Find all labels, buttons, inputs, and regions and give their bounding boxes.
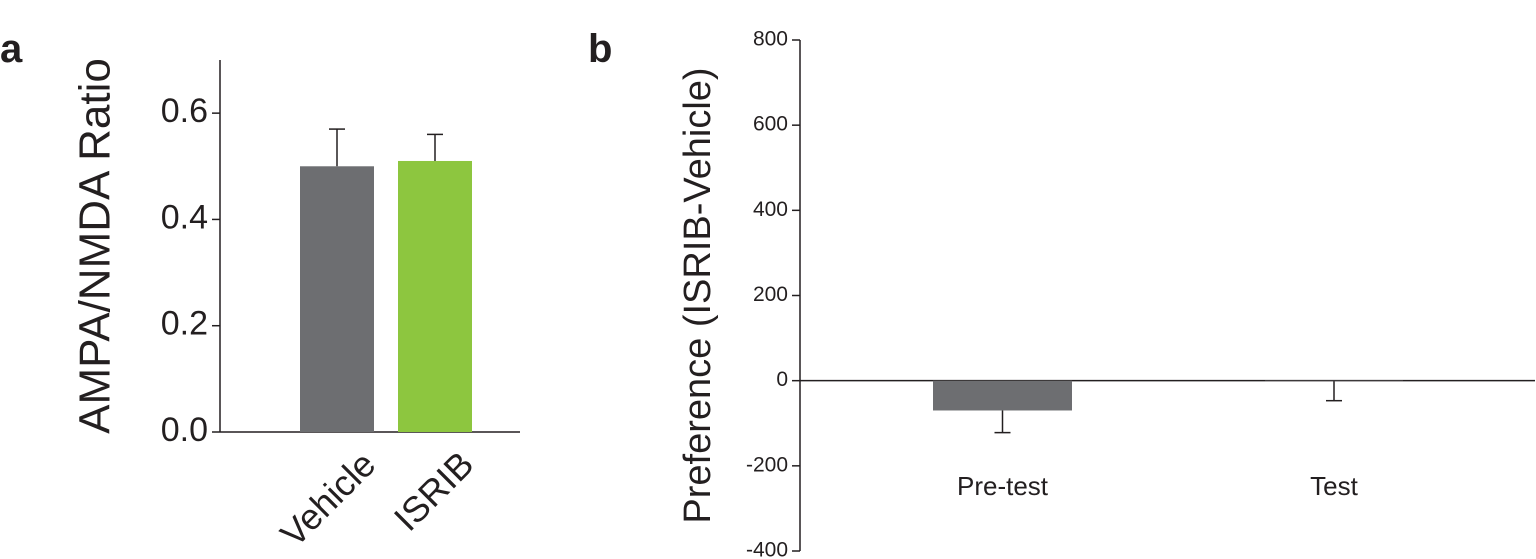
panel-label: b — [588, 27, 612, 71]
y-tick-label: 0.2 — [161, 305, 208, 343]
y-tick-label: 0.0 — [161, 411, 208, 449]
y-tick-label: 0.6 — [161, 92, 208, 130]
x-tick-label: ISRIB — [386, 443, 481, 538]
y-tick-label: 600 — [753, 113, 788, 136]
bar — [398, 160, 472, 432]
bar — [1265, 380, 1403, 382]
y-tick-label: 800 — [753, 28, 788, 51]
bar — [300, 166, 374, 433]
y-axis-label: Preference (ISRIB-Vehicle) — [677, 67, 719, 523]
x-tick-label: Pre-test — [957, 471, 1049, 501]
y-tick-label: 0 — [776, 368, 788, 391]
y-tick-label: 200 — [753, 283, 788, 306]
bar — [933, 380, 1072, 411]
y-tick-label: 400 — [753, 198, 788, 221]
y-tick-label: 0.4 — [161, 198, 208, 236]
panel-label: a — [0, 27, 23, 71]
x-tick-label: Vehicle — [272, 443, 383, 554]
y-tick-label: -200 — [746, 453, 788, 476]
x-tick-label: Test — [1310, 471, 1358, 501]
y-tick-label: -400 — [746, 539, 788, 559]
y-axis-label: AMPA/NMDA Ratio — [71, 58, 120, 434]
